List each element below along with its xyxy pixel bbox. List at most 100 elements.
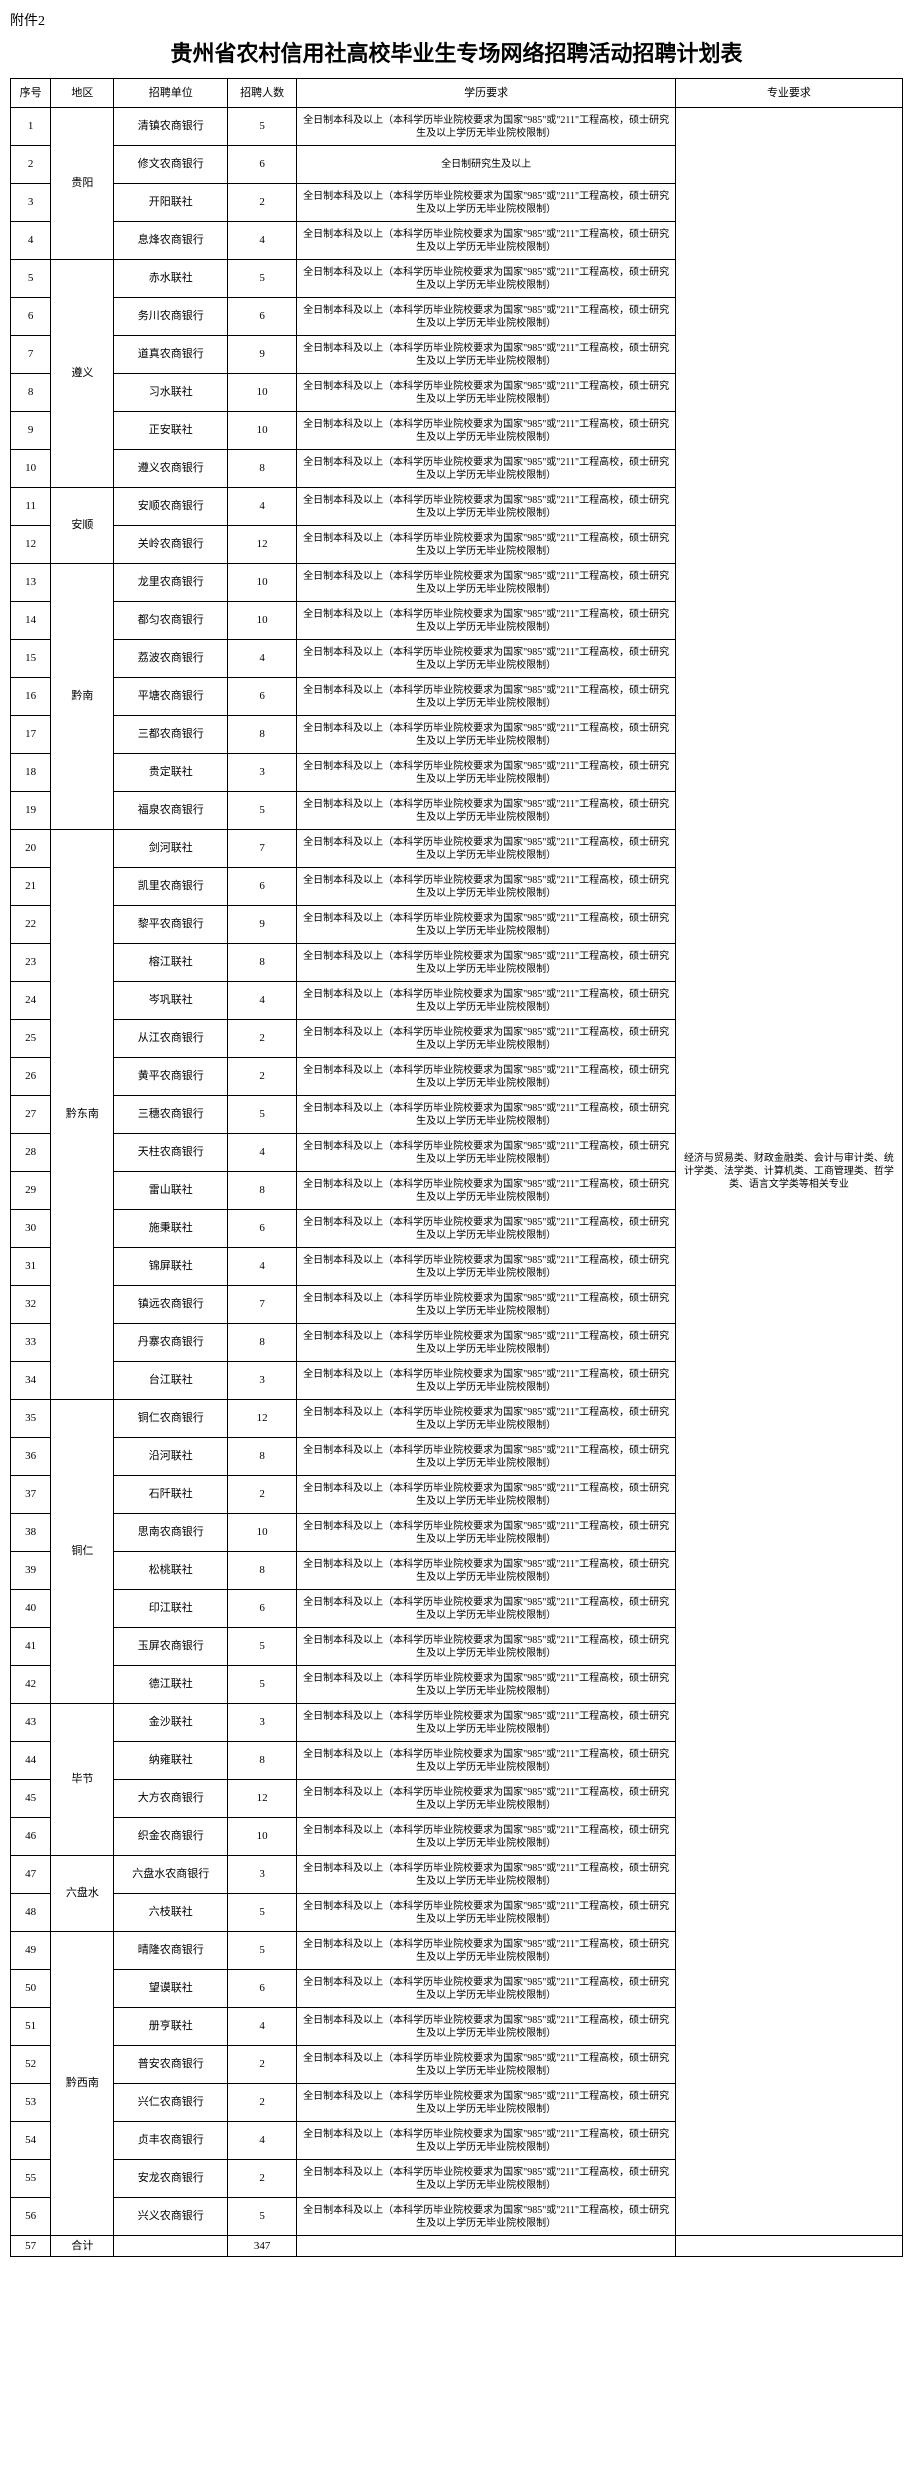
- cell-count: 6: [227, 1970, 296, 2008]
- cell-edu: 全日制本科及以上（本科学历毕业院校要求为国家"985"或"211"工程高校，硕士…: [297, 1362, 676, 1400]
- cell-unit: 贞丰农商银行: [114, 2122, 228, 2160]
- cell-edu: 全日制本科及以上（本科学历毕业院校要求为国家"985"或"211"工程高校，硕士…: [297, 488, 676, 526]
- cell-unit: 思南农商银行: [114, 1514, 228, 1552]
- cell-seq: 44: [11, 1742, 51, 1780]
- cell-unit: 丹寨农商银行: [114, 1324, 228, 1362]
- cell-total-label: 合计: [51, 2236, 114, 2257]
- cell-region: 遵义: [51, 260, 114, 488]
- cell-edu: 全日制本科及以上（本科学历毕业院校要求为国家"985"或"211"工程高校，硕士…: [297, 678, 676, 716]
- cell-edu: 全日制本科及以上（本科学历毕业院校要求为国家"985"或"211"工程高校，硕士…: [297, 906, 676, 944]
- cell-seq: 14: [11, 602, 51, 640]
- cell-unit: 松桃联社: [114, 1552, 228, 1590]
- cell-region: 黔东南: [51, 830, 114, 1400]
- cell-seq: 28: [11, 1134, 51, 1172]
- cell-unit: 赤水联社: [114, 260, 228, 298]
- cell-edu: 全日制本科及以上（本科学历毕业院校要求为国家"985"或"211"工程高校，硕士…: [297, 1780, 676, 1818]
- cell-seq: 8: [11, 374, 51, 412]
- cell-count: 3: [227, 1856, 296, 1894]
- cell-unit: 务川农商银行: [114, 298, 228, 336]
- cell-count: 6: [227, 1210, 296, 1248]
- cell-edu: 全日制本科及以上（本科学历毕业院校要求为国家"985"或"211"工程高校，硕士…: [297, 564, 676, 602]
- cell-seq: 51: [11, 2008, 51, 2046]
- cell-edu: 全日制本科及以上（本科学历毕业院校要求为国家"985"或"211"工程高校，硕士…: [297, 1058, 676, 1096]
- cell-unit: 织金农商银行: [114, 1818, 228, 1856]
- cell-count: 3: [227, 754, 296, 792]
- cell-count: 5: [227, 1932, 296, 1970]
- cell-blank: [675, 2236, 902, 2257]
- cell-count: 8: [227, 716, 296, 754]
- cell-seq: 4: [11, 222, 51, 260]
- cell-seq: 30: [11, 1210, 51, 1248]
- header-unit: 招聘单位: [114, 79, 228, 108]
- cell-region: 毕节: [51, 1704, 114, 1856]
- cell-seq: 49: [11, 1932, 51, 1970]
- cell-unit: 平塘农商银行: [114, 678, 228, 716]
- cell-count: 5: [227, 2198, 296, 2236]
- cell-count: 3: [227, 1362, 296, 1400]
- cell-edu: 全日制本科及以上（本科学历毕业院校要求为国家"985"或"211"工程高校，硕士…: [297, 754, 676, 792]
- cell-edu: 全日制本科及以上（本科学历毕业院校要求为国家"985"或"211"工程高校，硕士…: [297, 1742, 676, 1780]
- cell-edu: 全日制本科及以上（本科学历毕业院校要求为国家"985"或"211"工程高校，硕士…: [297, 2160, 676, 2198]
- cell-edu: 全日制本科及以上（本科学历毕业院校要求为国家"985"或"211"工程高校，硕士…: [297, 982, 676, 1020]
- cell-unit: 福泉农商银行: [114, 792, 228, 830]
- cell-unit: 台江联社: [114, 1362, 228, 1400]
- cell-count: 2: [227, 1476, 296, 1514]
- cell-unit: 黄平农商银行: [114, 1058, 228, 1096]
- cell-count: 3: [227, 1704, 296, 1742]
- cell-seq: 13: [11, 564, 51, 602]
- cell-count: 4: [227, 640, 296, 678]
- cell-unit: 大方农商银行: [114, 1780, 228, 1818]
- cell-count: 4: [227, 982, 296, 1020]
- cell-count: 5: [227, 1894, 296, 1932]
- cell-count: 5: [227, 260, 296, 298]
- cell-seq: 6: [11, 298, 51, 336]
- cell-unit: 安龙农商银行: [114, 2160, 228, 2198]
- header-region: 地区: [51, 79, 114, 108]
- cell-unit: 雷山联社: [114, 1172, 228, 1210]
- cell-edu: 全日制本科及以上（本科学历毕业院校要求为国家"985"或"211"工程高校，硕士…: [297, 1970, 676, 2008]
- cell-region: 安顺: [51, 488, 114, 564]
- page-title: 贵州省农村信用社高校毕业生专场网络招聘活动招聘计划表: [10, 36, 903, 68]
- cell-unit: 遵义农商银行: [114, 450, 228, 488]
- cell-count: 8: [227, 450, 296, 488]
- cell-count: 5: [227, 792, 296, 830]
- cell-seq: 42: [11, 1666, 51, 1704]
- cell-unit: 从江农商银行: [114, 1020, 228, 1058]
- cell-total-count: 347: [227, 2236, 296, 2257]
- attachment-label: 附件2: [10, 10, 903, 30]
- cell-edu: 全日制本科及以上（本科学历毕业院校要求为国家"985"或"211"工程高校，硕士…: [297, 526, 676, 564]
- cell-unit: 息烽农商银行: [114, 222, 228, 260]
- cell-unit: 沿河联社: [114, 1438, 228, 1476]
- cell-edu: 全日制本科及以上（本科学历毕业院校要求为国家"985"或"211"工程高校，硕士…: [297, 2198, 676, 2236]
- cell-count: 4: [227, 222, 296, 260]
- cell-count: 4: [227, 1248, 296, 1286]
- cell-region: 贵阳: [51, 108, 114, 260]
- cell-count: 12: [227, 1400, 296, 1438]
- cell-blank: [297, 2236, 676, 2257]
- cell-edu: 全日制本科及以上（本科学历毕业院校要求为国家"985"或"211"工程高校，硕士…: [297, 716, 676, 754]
- table-row: 1贵阳清镇农商银行5全日制本科及以上（本科学历毕业院校要求为国家"985"或"2…: [11, 108, 903, 146]
- cell-region: 六盘水: [51, 1856, 114, 1932]
- cell-edu: 全日制本科及以上（本科学历毕业院校要求为国家"985"或"211"工程高校，硕士…: [297, 2046, 676, 2084]
- cell-count: 4: [227, 488, 296, 526]
- cell-seq: 3: [11, 184, 51, 222]
- cell-edu: 全日制本科及以上（本科学历毕业院校要求为国家"985"或"211"工程高校，硕士…: [297, 1514, 676, 1552]
- cell-edu: 全日制本科及以上（本科学历毕业院校要求为国家"985"或"211"工程高校，硕士…: [297, 1438, 676, 1476]
- cell-seq: 19: [11, 792, 51, 830]
- cell-count: 8: [227, 1324, 296, 1362]
- cell-unit: 晴隆农商银行: [114, 1932, 228, 1970]
- cell-edu: 全日制本科及以上（本科学历毕业院校要求为国家"985"或"211"工程高校，硕士…: [297, 1400, 676, 1438]
- cell-count: 2: [227, 2160, 296, 2198]
- cell-unit: 荔波农商银行: [114, 640, 228, 678]
- cell-seq: 17: [11, 716, 51, 754]
- cell-blank: [114, 2236, 228, 2257]
- cell-edu: 全日制本科及以上（本科学历毕业院校要求为国家"985"或"211"工程高校，硕士…: [297, 830, 676, 868]
- cell-edu: 全日制本科及以上（本科学历毕业院校要求为国家"985"或"211"工程高校，硕士…: [297, 1476, 676, 1514]
- cell-edu: 全日制本科及以上（本科学历毕业院校要求为国家"985"或"211"工程高校，硕士…: [297, 2084, 676, 2122]
- cell-count: 4: [227, 2008, 296, 2046]
- cell-unit: 榕江联社: [114, 944, 228, 982]
- cell-region: 黔南: [51, 564, 114, 830]
- cell-unit: 望谟联社: [114, 1970, 228, 2008]
- cell-seq: 36: [11, 1438, 51, 1476]
- cell-count: 2: [227, 2046, 296, 2084]
